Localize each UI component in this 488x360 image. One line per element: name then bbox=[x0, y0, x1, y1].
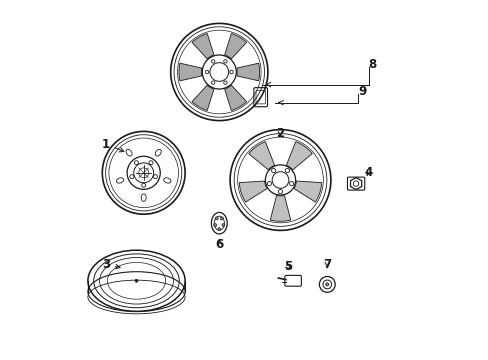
Text: 7: 7 bbox=[323, 258, 331, 271]
Polygon shape bbox=[270, 195, 290, 221]
Text: 4: 4 bbox=[364, 166, 372, 179]
Circle shape bbox=[213, 224, 216, 226]
Text: 5: 5 bbox=[283, 260, 291, 273]
Polygon shape bbox=[179, 63, 202, 81]
Polygon shape bbox=[192, 33, 214, 59]
Circle shape bbox=[220, 217, 223, 220]
Circle shape bbox=[218, 228, 220, 231]
Polygon shape bbox=[293, 181, 321, 202]
Text: 9: 9 bbox=[357, 85, 366, 98]
Text: 6: 6 bbox=[215, 238, 223, 251]
Polygon shape bbox=[192, 85, 214, 111]
Circle shape bbox=[325, 283, 328, 286]
Circle shape bbox=[222, 224, 224, 226]
Polygon shape bbox=[239, 181, 266, 202]
Polygon shape bbox=[224, 33, 246, 59]
Polygon shape bbox=[286, 141, 312, 170]
Polygon shape bbox=[248, 141, 274, 170]
Polygon shape bbox=[236, 63, 259, 81]
Circle shape bbox=[215, 217, 218, 220]
Polygon shape bbox=[224, 85, 246, 111]
Text: 3: 3 bbox=[102, 258, 120, 271]
Text: 2: 2 bbox=[276, 127, 284, 140]
Circle shape bbox=[135, 279, 138, 282]
Text: 1: 1 bbox=[102, 138, 123, 152]
Text: 8: 8 bbox=[368, 58, 376, 71]
